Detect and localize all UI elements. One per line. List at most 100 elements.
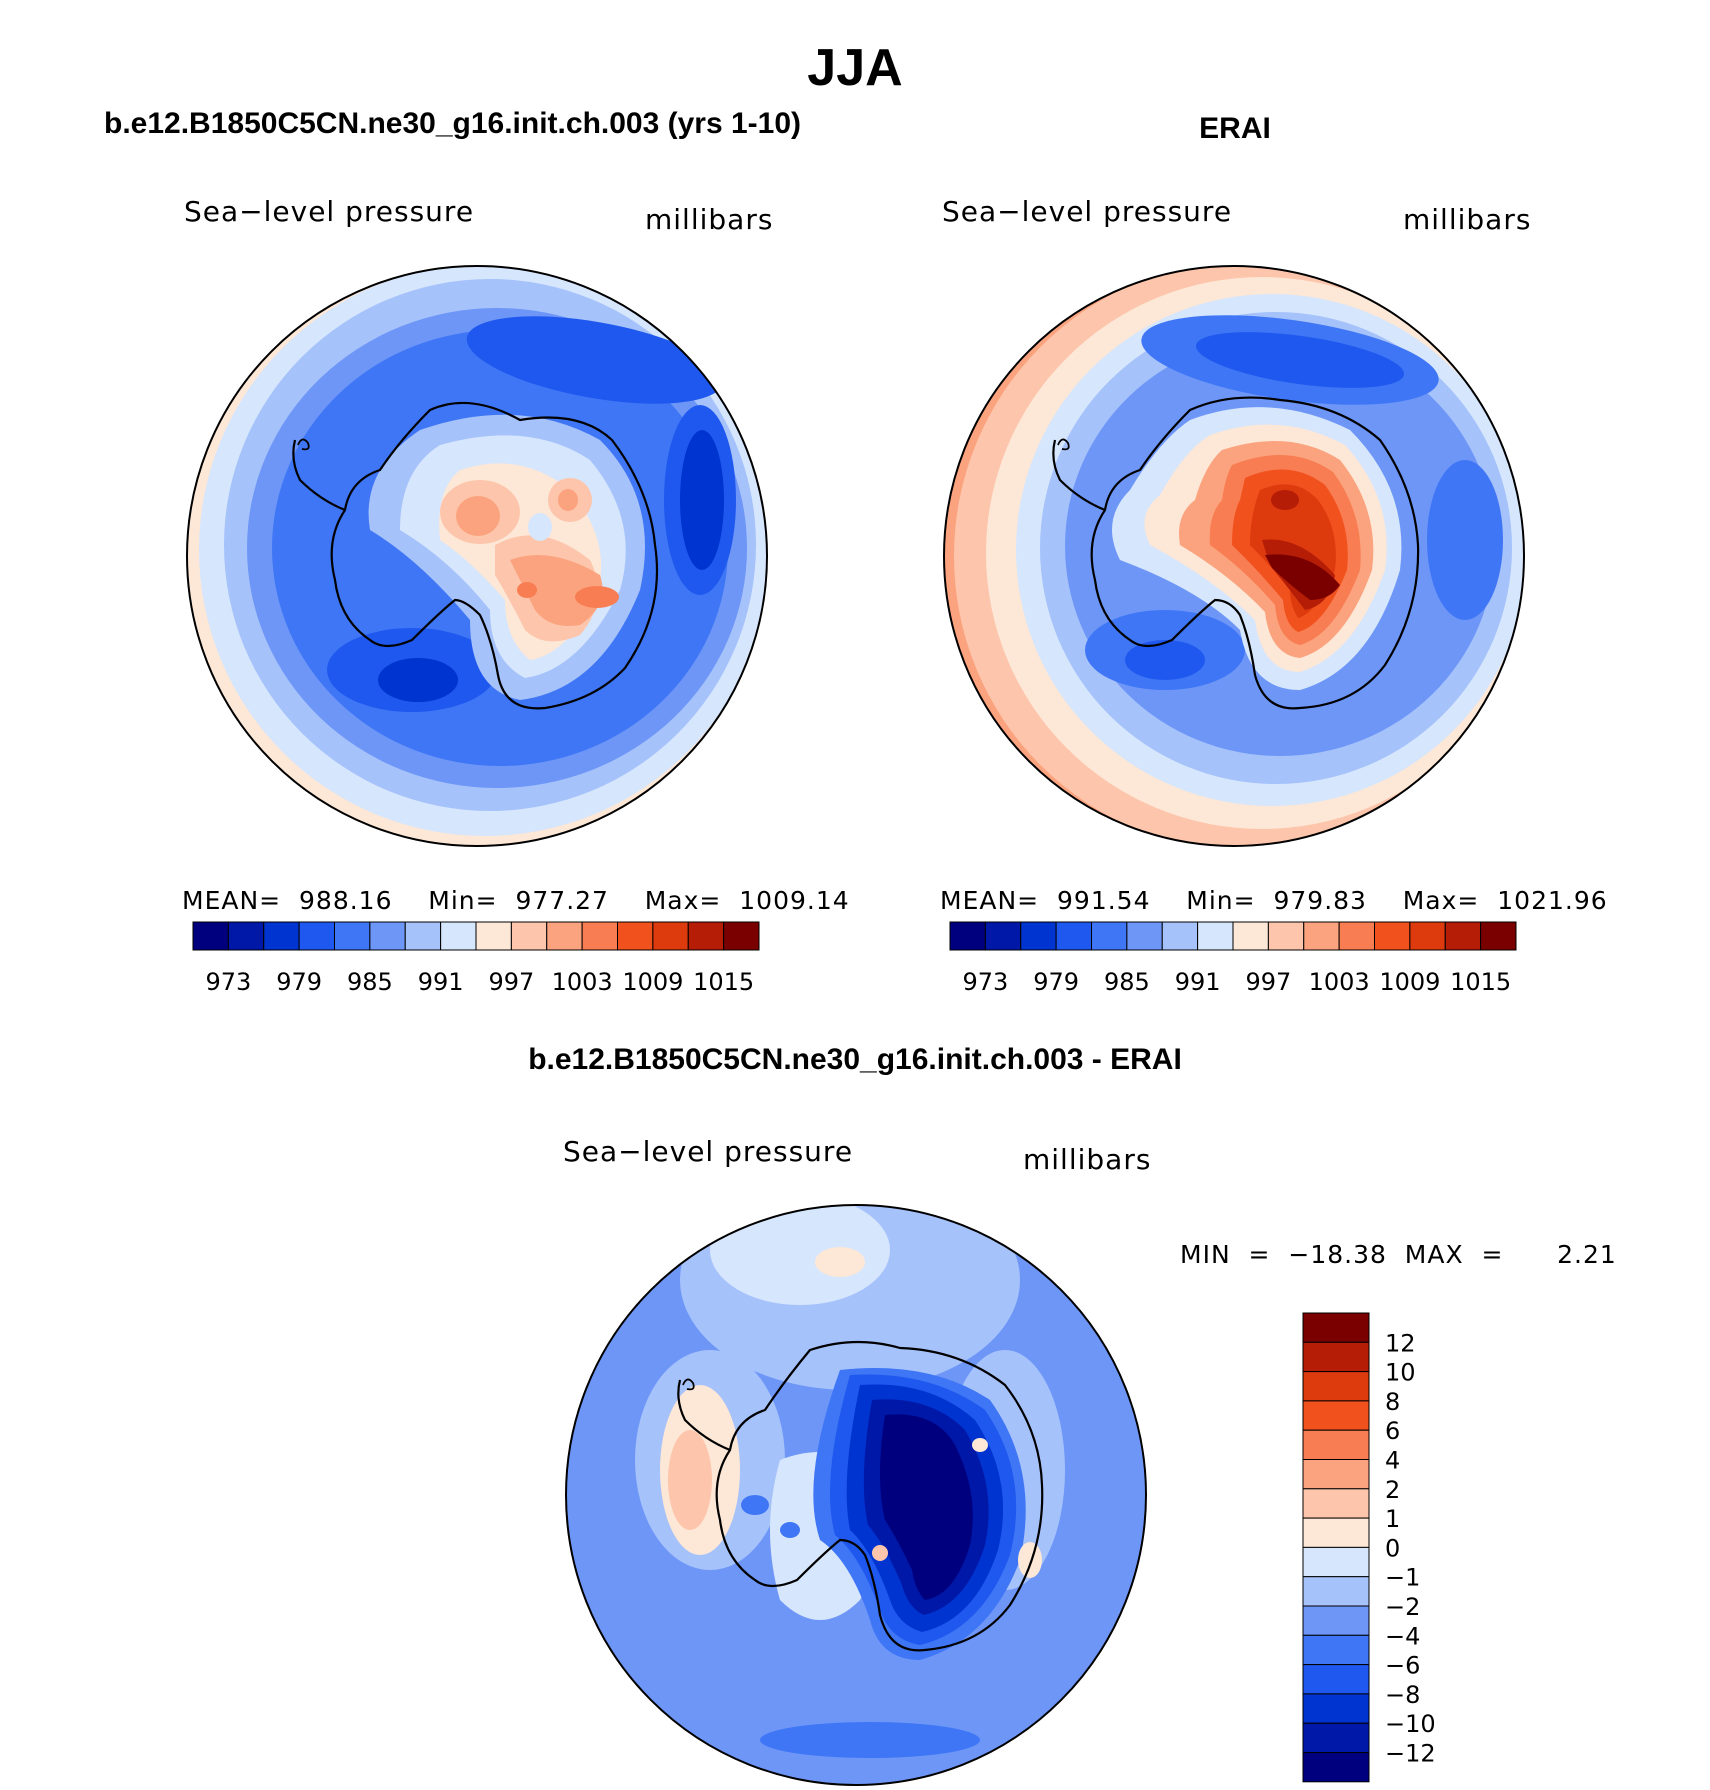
colorbar-swatch <box>1302 1693 1370 1724</box>
colorbar-tick-label: 2 <box>1385 1476 1400 1504</box>
panel-1-units-label: millibars <box>645 203 774 236</box>
colorbar-tick-label: 0 <box>1385 1534 1400 1562</box>
colorbar-swatch <box>1020 921 1057 951</box>
colorbar-swatch <box>546 921 583 951</box>
colorbar-tick-label: 8 <box>1385 1388 1400 1416</box>
colorbar-swatch <box>1302 1576 1370 1607</box>
colorbar-swatch <box>192 921 229 951</box>
colorbar-swatch <box>1338 921 1375 951</box>
panel-1-variable-label: Sea−level pressure <box>184 195 475 228</box>
colorbar-swatch <box>475 921 512 951</box>
map-panel-difference-border <box>565 1204 1147 1786</box>
colorbar-swatch <box>1302 1517 1370 1548</box>
colorbar-tick-label: 997 <box>488 968 534 996</box>
colorbar-tick-label: 4 <box>1385 1447 1400 1475</box>
colorbar-swatch <box>1091 921 1128 951</box>
colorbar-swatch <box>263 921 300 951</box>
colorbar-tick-label: 997 <box>1245 968 1291 996</box>
colorbar-swatch <box>1409 921 1446 951</box>
colorbar-swatch <box>1302 1722 1370 1753</box>
panel-2-stats: MEAN= 991.54 Min= 979.83 Max= 1021.96 <box>940 886 1608 915</box>
colorbar-tick-label: −2 <box>1385 1593 1420 1621</box>
map-panel-difference <box>566 1205 1146 1785</box>
colorbar-tick-label: 979 <box>276 968 322 996</box>
colorbar-tick-label: 1009 <box>622 968 683 996</box>
colorbar-swatch <box>1126 921 1163 951</box>
colorbar-tick-label: 1 <box>1385 1505 1400 1533</box>
colorbar-swatch <box>1302 1546 1370 1578</box>
map-panel-model-border <box>186 265 768 847</box>
colorbar-swatch <box>1197 921 1234 951</box>
colorbar-swatch <box>1302 1664 1370 1695</box>
colorbar-tick-label: 1015 <box>693 968 754 996</box>
colorbar-tick-label: 991 <box>1175 968 1221 996</box>
colorbar-swatch <box>1302 1429 1370 1460</box>
colorbar-swatch <box>1374 921 1411 951</box>
colorbar-tick-label: 1009 <box>1379 968 1440 996</box>
colorbar-swatch <box>723 921 760 951</box>
colorbar-swatch <box>1302 1634 1370 1666</box>
colorbar-tick-label: −12 <box>1385 1740 1436 1768</box>
colorbar-tick-label: 973 <box>205 968 251 996</box>
colorbar-swatch <box>949 921 986 951</box>
panel-3-units-label: millibars <box>1023 1143 1152 1176</box>
colorbar-swatch <box>581 921 618 951</box>
colorbar-swatch <box>687 921 725 951</box>
colorbar-tick-label: −1 <box>1385 1564 1420 1592</box>
colorbar-model: 973 979 985 991 997 1003 1009 1015 <box>192 921 760 996</box>
colorbar-swatch <box>298 921 335 951</box>
colorbar-tick-label: 6 <box>1385 1417 1400 1445</box>
colorbar-swatch <box>1302 1312 1370 1343</box>
map-panel-erai-border <box>943 265 1525 847</box>
colorbar-swatch <box>1303 921 1340 951</box>
colorbar-swatch <box>1302 1371 1370 1402</box>
colorbar-tick-label: 985 <box>347 968 393 996</box>
colorbar-swatch <box>1444 921 1482 951</box>
colorbar-swatch <box>652 921 689 951</box>
panel-3-title: b.e12.B1850C5CN.ne30_g16.init.ch.003 - E… <box>528 1043 1182 1076</box>
colorbar-tick-label: 991 <box>418 968 464 996</box>
colorbar-swatch <box>1302 1400 1370 1431</box>
colorbar-tick-label: −10 <box>1385 1710 1436 1738</box>
map-panel-erai <box>944 266 1524 846</box>
colorbar-tick-label: −6 <box>1385 1652 1420 1680</box>
colorbar-swatch <box>984 921 1022 951</box>
page-title: JJA <box>807 39 903 97</box>
panel-3-stats: MIN = −18.38 MAX = 2.21 <box>1180 1240 1617 1269</box>
colorbar-swatch <box>1302 1341 1370 1373</box>
panel-3-variable-label: Sea−level pressure <box>563 1135 854 1168</box>
colorbar-swatch <box>1267 921 1305 951</box>
colorbar-swatch <box>227 921 265 951</box>
colorbar-swatch <box>510 921 548 951</box>
colorbar-swatch <box>1480 921 1517 951</box>
colorbar-tick-label: 973 <box>962 968 1008 996</box>
colorbar-tick-label: 12 <box>1385 1329 1416 1357</box>
colorbar-tick-label: 1003 <box>1309 968 1370 996</box>
colorbar-tick-label: 985 <box>1104 968 1150 996</box>
colorbar-tick-label: 10 <box>1385 1359 1416 1387</box>
colorbar-erai: 973 979 985 991 997 1003 1009 1015 <box>949 921 1517 996</box>
colorbar-swatch <box>1232 921 1269 951</box>
colorbar-tick-label: 979 <box>1033 968 1079 996</box>
colorbar-tick-label: 1003 <box>552 968 613 996</box>
colorbar-swatch <box>440 921 477 951</box>
colorbar-swatch <box>334 921 371 951</box>
colorbar-swatch <box>404 921 442 951</box>
colorbar-tick-label: 1015 <box>1450 968 1511 996</box>
panel-2-title: ERAI <box>1199 112 1271 145</box>
colorbar-swatch <box>1161 921 1199 951</box>
colorbar-tick-label: −4 <box>1385 1622 1420 1650</box>
colorbar-swatch <box>617 921 654 951</box>
colorbar-swatch <box>1302 1488 1370 1519</box>
panel-1-title: b.e12.B1850C5CN.ne30_g16.init.ch.003 (yr… <box>104 107 802 140</box>
colorbar-swatch <box>1055 921 1092 951</box>
colorbar-swatch <box>1302 1605 1370 1636</box>
map-panel-model <box>187 266 767 846</box>
panel-2-units-label: millibars <box>1403 203 1532 236</box>
panel-1-stats: MEAN= 988.16 Min= 977.27 Max= 1009.14 <box>182 886 850 915</box>
colorbar-swatch <box>369 921 406 951</box>
colorbar-swatch <box>1302 1459 1370 1490</box>
panel-2-variable-label: Sea−level pressure <box>942 195 1233 228</box>
